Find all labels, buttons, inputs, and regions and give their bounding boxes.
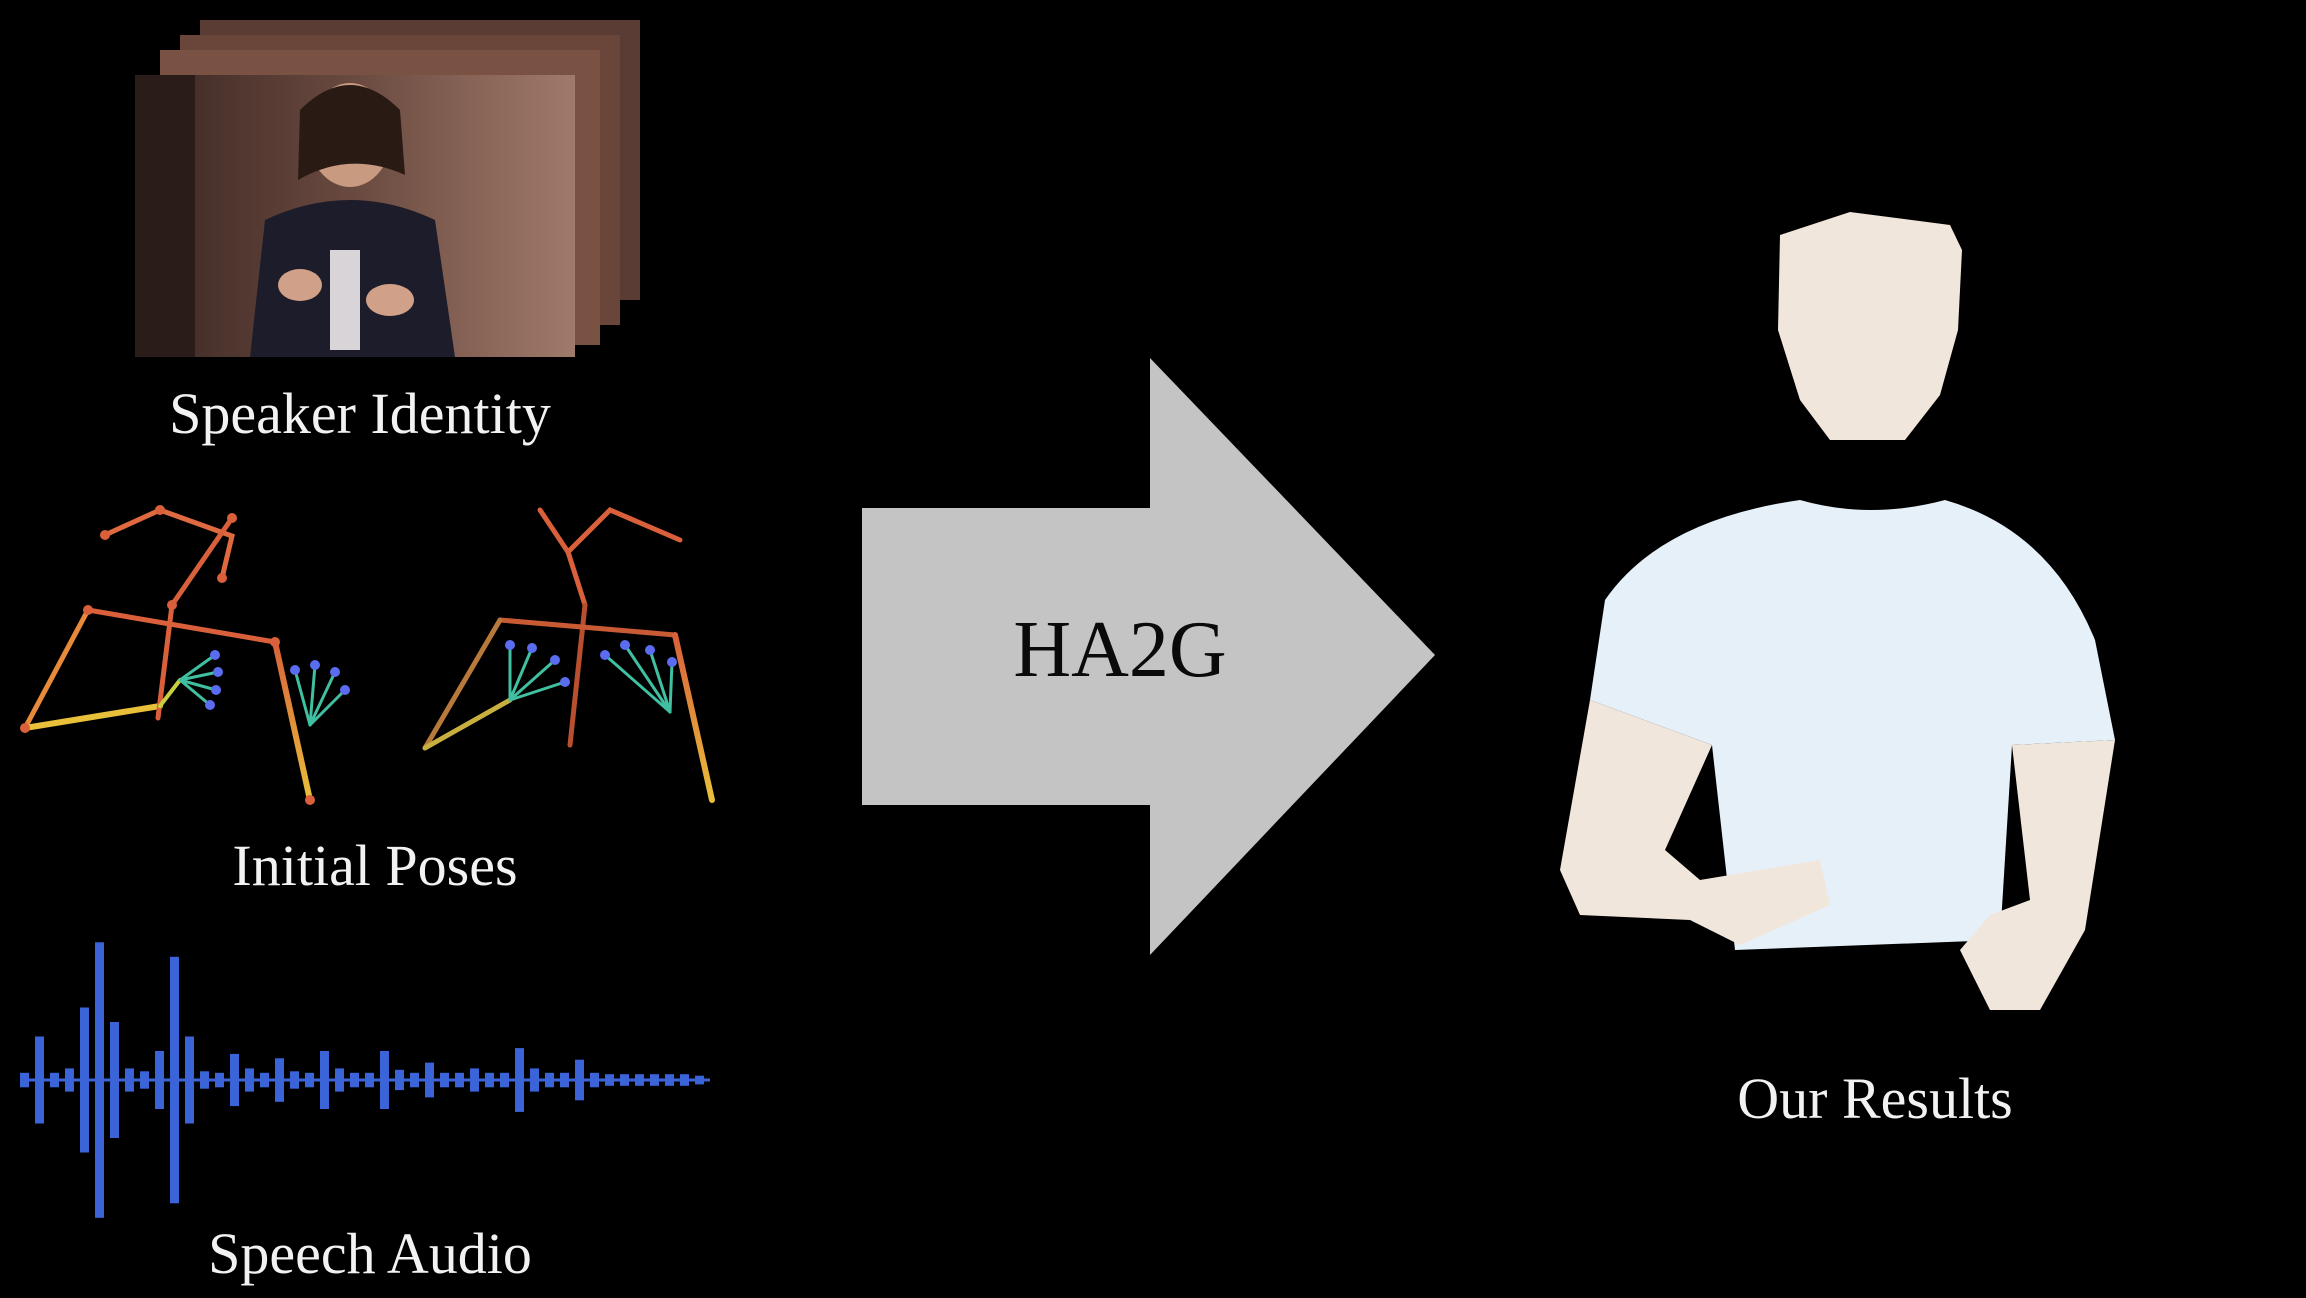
avatar-shirt bbox=[1590, 500, 2115, 950]
model-name: HA2G bbox=[1013, 606, 1227, 694]
avatar-head bbox=[1778, 212, 1962, 440]
avatar-result bbox=[1560, 212, 2115, 1010]
pose-skeleton-right bbox=[422, 507, 715, 803]
speech-audio-waveform bbox=[20, 942, 710, 1218]
avatar-left-arm bbox=[1560, 700, 1830, 945]
speaker-identity-label: Speaker Identity bbox=[169, 381, 551, 446]
our-results-label: Our Results bbox=[1737, 1066, 2013, 1131]
pose-skeleton-left bbox=[20, 505, 350, 805]
model-arrow bbox=[862, 358, 1435, 955]
speaker-video-frames bbox=[135, 20, 640, 357]
speech-audio-label: Speech Audio bbox=[208, 1221, 532, 1286]
initial-poses-label: Initial Poses bbox=[232, 833, 518, 898]
avatar-right-arm bbox=[1960, 740, 2115, 1010]
